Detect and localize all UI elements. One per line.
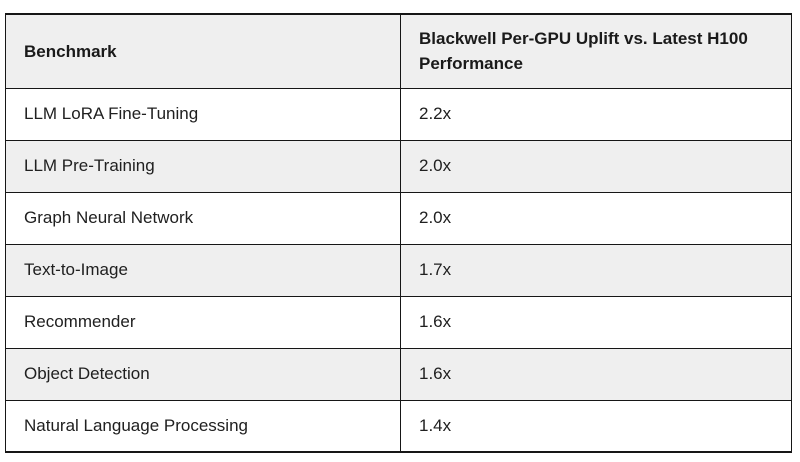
table-row: Text-to-Image 1.7x — [5, 243, 792, 297]
uplift-cell: 2.2x — [400, 87, 792, 141]
uplift-cell: 1.6x — [400, 295, 792, 349]
table-row: LLM Pre-Training 2.0x — [5, 139, 792, 193]
uplift-cell: 1.7x — [400, 243, 792, 297]
table-row: Recommender 1.6x — [5, 295, 792, 349]
table-row: Graph Neural Network 2.0x — [5, 191, 792, 245]
uplift-cell: 2.0x — [400, 139, 792, 193]
uplift-cell: 1.6x — [400, 347, 792, 401]
table-row: LLM LoRA Fine-Tuning 2.2x — [5, 87, 792, 141]
uplift-cell: 2.0x — [400, 191, 792, 245]
table-row: Object Detection 1.6x — [5, 347, 792, 401]
benchmark-cell: Object Detection — [5, 347, 401, 401]
table-row: Natural Language Processing 1.4x — [5, 399, 792, 453]
table-header-row: Benchmark Blackwell Per-GPU Uplift vs. L… — [5, 13, 792, 89]
benchmark-cell: LLM LoRA Fine-Tuning — [5, 87, 401, 141]
column-header-uplift: Blackwell Per-GPU Uplift vs. Latest H100… — [400, 13, 792, 89]
benchmark-cell: Text-to-Image — [5, 243, 401, 297]
benchmark-cell: LLM Pre-Training — [5, 139, 401, 193]
benchmark-cell: Recommender — [5, 295, 401, 349]
uplift-cell: 1.4x — [400, 399, 792, 453]
column-header-benchmark: Benchmark — [5, 13, 401, 89]
benchmark-cell: Natural Language Processing — [5, 399, 401, 453]
benchmark-cell: Graph Neural Network — [5, 191, 401, 245]
benchmark-table: Benchmark Blackwell Per-GPU Uplift vs. L… — [5, 13, 792, 453]
